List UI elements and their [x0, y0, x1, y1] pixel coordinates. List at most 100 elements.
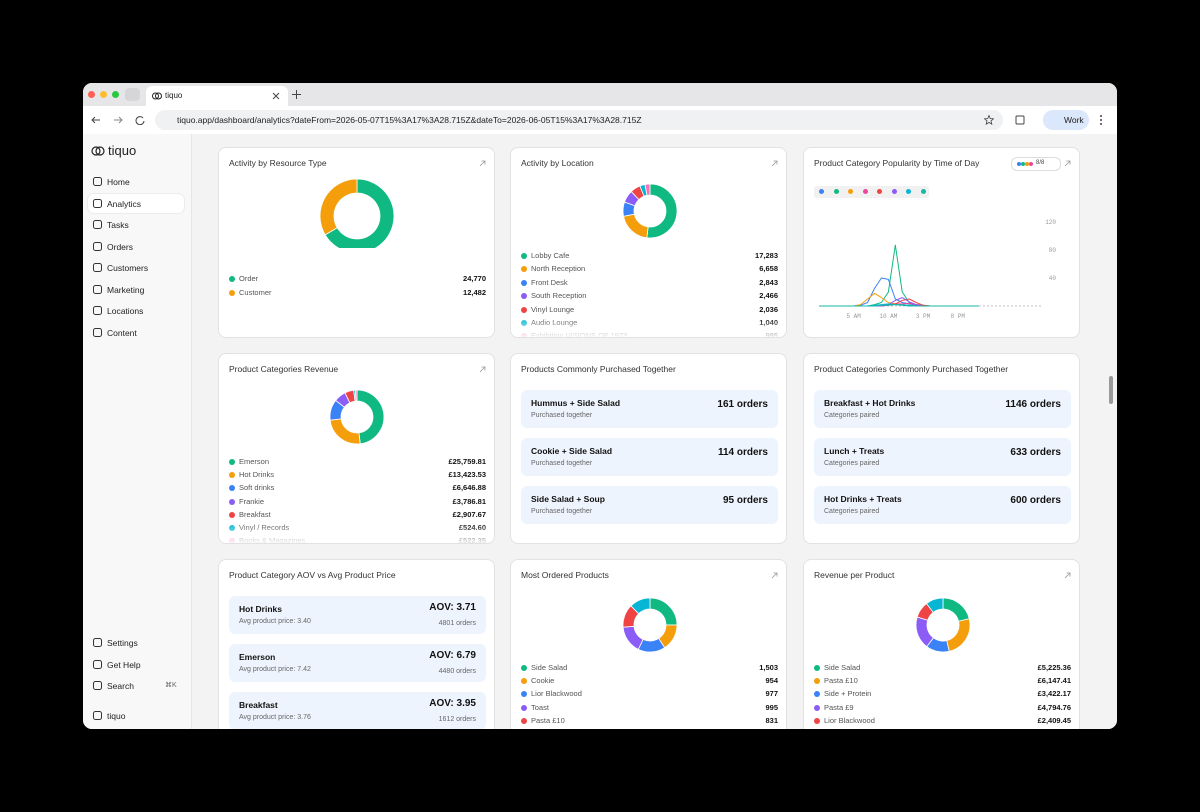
scrollbar-thumb[interactable] — [1109, 376, 1113, 404]
legend-row: Lior Blackwood £2,409.45 — [814, 716, 1071, 728]
pair-item: Hummus + Side Salad Purchased together 161… — [521, 390, 778, 428]
extensions-button[interactable] — [1015, 114, 1026, 125]
icon-shape — [93, 177, 102, 186]
legend-dot[interactable] — [920, 189, 926, 194]
legend-name: Vinyl Lounge — [531, 304, 575, 314]
nav-item[interactable]: Content — [88, 323, 184, 342]
legend-dot[interactable] — [891, 189, 897, 194]
new-tab[interactable] — [292, 90, 301, 99]
donut-chart — [915, 597, 971, 653]
back-button[interactable] — [91, 115, 101, 125]
brand-name: tiquo — [108, 143, 137, 158]
legend-value: 2,466 — [759, 291, 778, 301]
legend-row: Cookie 954 — [521, 676, 778, 688]
nav-item[interactable]: Home — [88, 172, 184, 191]
legend-name: North Reception — [531, 264, 586, 274]
filter-dot — [1021, 162, 1025, 166]
card-title: Activity by Resource Type — [229, 158, 327, 168]
workspace-switcher[interactable]: tiquo — [88, 706, 184, 725]
legend-dot — [229, 511, 235, 518]
card: Product Categories Revenue Emerson £25,759… — [218, 353, 495, 544]
legend-dot — [521, 266, 527, 273]
card-title: Products Commonly Purchased Together — [521, 364, 676, 374]
browser-menu[interactable] — [1099, 114, 1103, 126]
item-count: 600 orders — [1010, 495, 1061, 506]
list-fade — [511, 317, 786, 337]
expand-arrow — [479, 366, 486, 373]
legend-value: £6,646.88 — [452, 483, 486, 493]
legend-dot[interactable] — [877, 189, 882, 194]
legend-dot[interactable] — [819, 189, 824, 194]
pair-item: Hot Drinks Avg product price: 3.40 AOV: 3.… — [229, 596, 486, 634]
item-subtitle: Categories paired — [824, 460, 880, 467]
legend-dot[interactable] — [862, 189, 868, 194]
legend-dot[interactable] — [848, 189, 853, 194]
nav-item[interactable]: Get Help — [88, 655, 184, 674]
expand-icon — [771, 572, 778, 579]
tab-menu[interactable] — [125, 88, 140, 101]
nav-label: Get Help — [107, 659, 141, 670]
item-subtitle: Avg product price: 3.76 — [239, 714, 311, 721]
icon-shape — [93, 659, 102, 669]
tab-close[interactable] — [272, 92, 280, 100]
legend-value: 995 — [765, 702, 778, 712]
nav-item[interactable]: Orders — [88, 237, 184, 256]
legend-value: £4,794.76 — [1037, 702, 1071, 712]
item-title: Breakfast — [239, 700, 278, 710]
legend-dot — [521, 717, 527, 724]
list-fade — [219, 523, 494, 543]
item-orders: 1612 orders — [438, 716, 476, 723]
nav-label: Marketing — [107, 284, 145, 295]
maximize-window[interactable] — [112, 91, 119, 98]
legend-value: 977 — [765, 689, 778, 699]
legend-row: Toast 995 — [521, 703, 778, 715]
legend-value: £3,422.17 — [1037, 689, 1071, 699]
nav-item[interactable]: Analytics — [88, 193, 184, 213]
bookmark-star[interactable] — [984, 115, 994, 125]
close-window[interactable] — [88, 91, 95, 98]
legend-dot[interactable] — [906, 189, 911, 194]
profile-button[interactable]: Work — [1043, 110, 1089, 130]
filter-dot — [1029, 162, 1033, 166]
workspace-name: tiquo — [107, 711, 126, 721]
legend-row: Pasta £10 831 — [521, 716, 778, 728]
sidebar: tiquo Home Analytics Tasks Orders Customers M… — [83, 134, 192, 729]
legend-dot[interactable] — [833, 189, 839, 194]
nav-item[interactable]: Customers — [88, 258, 184, 277]
y-tick-label: 120 — [1045, 219, 1056, 226]
icon-shape — [93, 681, 102, 690]
minimize-window[interactable] — [100, 91, 107, 98]
item-title: Breakfast + Hot Drinks — [824, 398, 916, 408]
series-filter[interactable]: 8/8 — [1011, 157, 1061, 171]
legend-value: £3,786.81 — [452, 496, 486, 506]
nav-label: Tasks — [107, 220, 129, 230]
item-title: Hummus + Side Salad — [531, 398, 621, 408]
item-count: 1146 orders — [1005, 399, 1061, 410]
card: Product Category Popularity by Time of D… — [803, 147, 1080, 338]
icon-shape — [93, 327, 102, 337]
url-field[interactable]: tiquo.app/dashboard/analytics?dateFrom=2… — [155, 110, 1003, 130]
legend-dot — [521, 691, 527, 698]
legend-dot — [229, 498, 235, 505]
donut-segment — [324, 178, 395, 248]
x-tick-label: 3 PM — [916, 313, 931, 320]
nav-item[interactable]: Search — [88, 676, 184, 695]
nav-item[interactable]: Locations — [88, 301, 184, 320]
reload-button[interactable] — [135, 115, 145, 125]
legend-name: Emerson — [239, 457, 270, 466]
legend-row: Breakfast £2,907.67 — [229, 510, 486, 522]
nav-label: Locations — [107, 306, 144, 316]
tab-title: tiquo — [165, 91, 183, 100]
active-tab[interactable]: tiquo — [146, 86, 288, 106]
nav-item[interactable]: Marketing — [88, 280, 184, 299]
nav-item[interactable]: Settings — [88, 633, 184, 652]
nav-icon — [93, 263, 102, 272]
nav-icon — [93, 681, 102, 690]
url-text: tiquo.app/dashboard/analytics?dateFrom=2… — [177, 115, 642, 125]
legend-value: 2,843 — [759, 277, 778, 287]
nav-item[interactable]: Tasks — [88, 215, 184, 234]
forward-button[interactable] — [113, 115, 123, 125]
filter-count: 8/8 — [1036, 160, 1045, 166]
expand-icon — [1064, 572, 1071, 579]
donut-segment — [942, 597, 970, 622]
